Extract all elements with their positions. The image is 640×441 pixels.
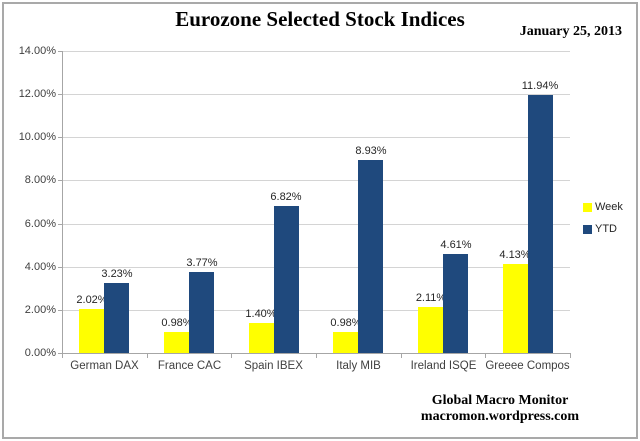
x-tick bbox=[231, 354, 232, 358]
bar-week bbox=[164, 332, 189, 353]
gridline bbox=[62, 51, 570, 52]
bar-label-ytd: 3.77% bbox=[186, 257, 218, 269]
bar-label-week: 2.02% bbox=[76, 294, 108, 306]
gridline bbox=[62, 94, 570, 95]
legend-swatch-week bbox=[583, 203, 592, 212]
x-tick bbox=[401, 354, 402, 358]
bar-ytd bbox=[528, 95, 553, 353]
category-label: France CAC bbox=[157, 360, 222, 372]
y-tick bbox=[58, 51, 62, 52]
gridline bbox=[62, 224, 570, 225]
legend-item-week: Week bbox=[583, 202, 623, 213]
bar-label-week: 4.13% bbox=[499, 249, 531, 261]
y-tick-label: 6.00% bbox=[24, 218, 56, 230]
bar-label-ytd: 6.82% bbox=[270, 191, 302, 203]
bar-ytd bbox=[189, 272, 214, 353]
gridline bbox=[62, 137, 570, 138]
gridline bbox=[62, 310, 570, 311]
y-axis bbox=[62, 51, 63, 353]
chart-footer: Global Macro Monitor macromon.wordpress.… bbox=[380, 393, 620, 425]
y-tick bbox=[58, 310, 62, 311]
legend: Week YTD bbox=[583, 202, 623, 246]
x-tick bbox=[316, 354, 317, 358]
y-tick-label: 14.00% bbox=[18, 45, 56, 57]
bar-label-week: 1.40% bbox=[245, 308, 277, 320]
x-tick bbox=[62, 354, 63, 358]
bar-ytd bbox=[358, 160, 383, 353]
gridline bbox=[62, 267, 570, 268]
bar-label-ytd: 11.94% bbox=[521, 80, 559, 92]
bar-week bbox=[503, 264, 528, 353]
bar-label-ytd: 4.61% bbox=[440, 239, 472, 251]
bar-label-week: 0.98% bbox=[161, 317, 193, 329]
category-label: Greeee Compos bbox=[485, 360, 570, 372]
y-tick-label: 2.00% bbox=[24, 304, 56, 316]
legend-item-ytd: YTD bbox=[583, 224, 623, 235]
legend-swatch-ytd bbox=[583, 225, 592, 234]
y-tick bbox=[58, 224, 62, 225]
bar-ytd bbox=[274, 206, 299, 353]
chart-date: January 25, 2013 bbox=[519, 24, 622, 39]
y-tick-label: 4.00% bbox=[24, 261, 56, 273]
bar-label-week: 2.11% bbox=[415, 292, 447, 304]
y-tick bbox=[58, 137, 62, 138]
bar-label-week: 0.98% bbox=[330, 317, 362, 329]
x-axis bbox=[62, 353, 571, 354]
bar-ytd bbox=[443, 254, 468, 353]
bar-week bbox=[418, 307, 443, 353]
y-tick bbox=[58, 94, 62, 95]
category-label: Ireland ISQE bbox=[410, 360, 477, 372]
category-label: German DAX bbox=[70, 360, 139, 372]
y-tick-label: 0.00% bbox=[24, 347, 56, 359]
y-tick bbox=[58, 180, 62, 181]
footer-url: macromon.wordpress.com bbox=[420, 409, 580, 424]
x-tick bbox=[147, 354, 148, 358]
bar-ytd bbox=[104, 283, 129, 353]
x-tick bbox=[570, 354, 571, 358]
y-tick bbox=[58, 267, 62, 268]
category-label: Spain IBEX bbox=[244, 360, 303, 372]
bar-label-ytd: 3.23% bbox=[101, 268, 133, 280]
footer-source: Global Macro Monitor bbox=[431, 393, 569, 408]
y-tick-label: 10.00% bbox=[18, 131, 56, 143]
gridline bbox=[62, 180, 570, 181]
bar-week bbox=[249, 323, 274, 353]
legend-label-ytd: YTD bbox=[595, 223, 617, 235]
y-tick-label: 12.00% bbox=[18, 88, 56, 100]
y-tick bbox=[58, 353, 62, 354]
x-tick bbox=[485, 354, 486, 358]
category-label: Italy MIB bbox=[336, 360, 381, 372]
legend-label-week: Week bbox=[595, 201, 623, 213]
bar-week bbox=[79, 309, 104, 353]
bar-label-ytd: 8.93% bbox=[355, 145, 387, 157]
y-tick-label: 8.00% bbox=[24, 174, 56, 186]
chart-title: Eurozone Selected Stock Indices bbox=[175, 7, 465, 31]
bar-week bbox=[333, 332, 358, 353]
